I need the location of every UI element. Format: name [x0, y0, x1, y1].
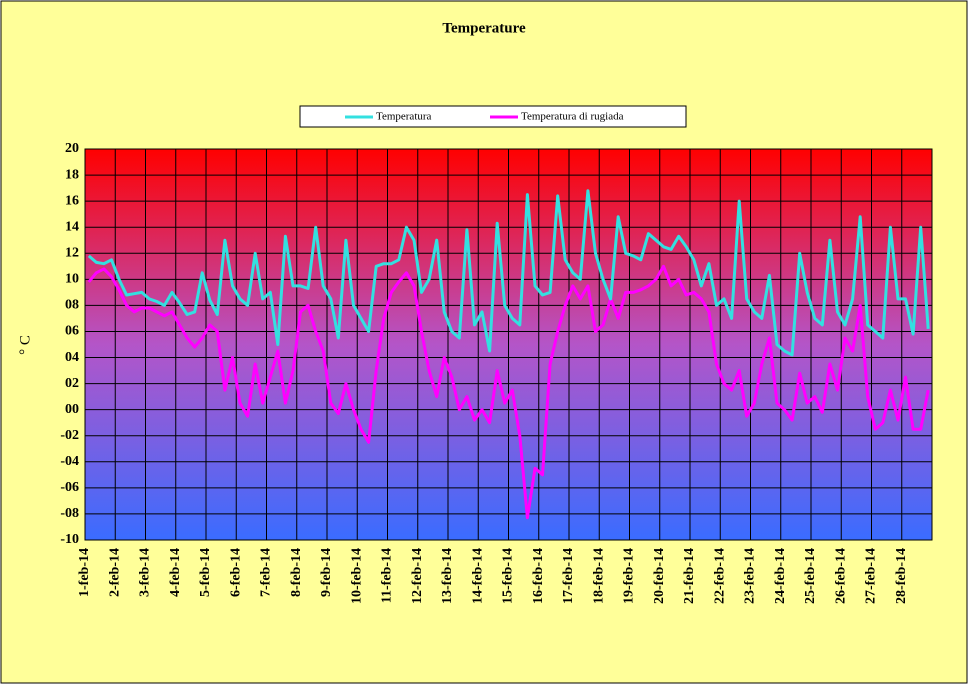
y-tick-label: -10	[60, 532, 79, 547]
x-tick-label: 18-feb-14	[591, 548, 606, 604]
x-tick-label: 7-feb-14	[259, 548, 274, 597]
x-tick-label: 13-feb-14	[440, 548, 455, 604]
y-tick-label: -04	[60, 454, 79, 469]
x-tick-label: 10-feb-14	[349, 548, 364, 604]
x-tick-label: 11-feb-14	[380, 548, 395, 603]
x-tick-label: 4-feb-14	[168, 548, 183, 597]
chart-title: Temperature	[442, 20, 526, 36]
y-tick-label: 02	[65, 376, 79, 391]
x-tick-label: 3-feb-14	[138, 548, 153, 597]
y-tick-label: 08	[65, 298, 79, 313]
x-tick-label: 20-feb-14	[652, 548, 667, 604]
y-axis-label: ° C	[17, 335, 33, 355]
x-tick-label: 8-feb-14	[289, 548, 304, 597]
y-tick-label: 04	[65, 350, 79, 365]
x-tick-label: 9-feb-14	[319, 548, 334, 597]
legend-label: Temperatura	[376, 111, 432, 123]
x-tick-label: 16-feb-14	[531, 548, 546, 604]
x-tick-label: 23-feb-14	[743, 548, 758, 604]
legend-label: Temperatura di rugiada	[521, 111, 624, 123]
y-tick-label: 12	[65, 245, 79, 260]
x-tick-label: 6-feb-14	[228, 548, 243, 597]
x-tick-label: 14-feb-14	[470, 548, 485, 604]
y-tick-label: -08	[60, 506, 79, 521]
series-line	[87, 264, 930, 520]
y-tick-label: 10	[65, 272, 79, 287]
x-tick-label: 25-feb-14	[803, 548, 818, 604]
x-tick-label: 2-feb-14	[107, 548, 122, 597]
x-tick-label: 19-feb-14	[622, 548, 637, 604]
series-line	[87, 189, 930, 357]
y-tick-label: 00	[65, 402, 79, 417]
y-tick-label: 18	[65, 167, 79, 182]
x-tick-label: 21-feb-14	[682, 548, 697, 604]
y-tick-label: 06	[65, 324, 79, 339]
y-tick-label: 14	[65, 219, 79, 234]
x-tick-label: 1-feb-14	[77, 548, 92, 597]
x-tick-label: 5-feb-14	[198, 548, 213, 597]
x-tick-label: 12-feb-14	[410, 548, 425, 604]
y-tick-label: -06	[60, 480, 79, 495]
plot-border	[84, 148, 933, 541]
x-tick-label: 17-feb-14	[561, 548, 576, 604]
x-tick-label: 26-feb-14	[833, 548, 848, 604]
y-tick-label: -02	[60, 428, 79, 443]
x-tick-label: 27-feb-14	[864, 548, 879, 604]
x-tick-label: 24-feb-14	[773, 548, 788, 604]
x-tick-label: 28-feb-14	[894, 548, 909, 604]
y-tick-label: 16	[65, 193, 79, 208]
x-tick-label: 22-feb-14	[712, 548, 727, 604]
x-tick-label: 15-feb-14	[501, 548, 516, 604]
y-tick-label: 20	[65, 141, 79, 156]
